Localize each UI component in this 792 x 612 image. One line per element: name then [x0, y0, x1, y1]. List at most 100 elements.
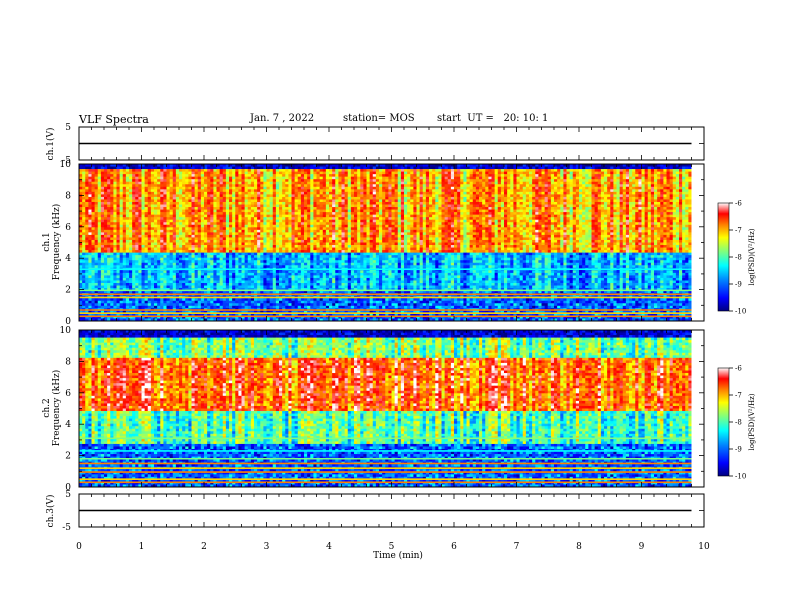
spectrogram-cell	[316, 224, 321, 228]
spectrogram-cell	[372, 212, 377, 216]
spectrogram-cell	[141, 222, 146, 226]
spectrogram-cell	[591, 186, 596, 190]
spectrogram-cell	[472, 217, 477, 221]
spectrogram-cell	[266, 186, 271, 190]
spectrogram-cell	[229, 164, 233, 167]
spectrogram-cell	[260, 189, 264, 193]
spectrogram-cell	[300, 176, 305, 180]
spectrogram-cell	[560, 181, 564, 185]
spectrogram-cell	[175, 189, 180, 193]
spectrogram-cell	[113, 212, 117, 216]
spectrogram-cell	[647, 186, 652, 190]
spectrogram-cell	[225, 209, 230, 213]
spectrogram-cell	[572, 196, 577, 200]
spectrogram-cell	[379, 212, 383, 216]
spectrogram-cell	[235, 176, 239, 180]
spectrogram-cell	[91, 186, 96, 190]
spectrogram-cell	[385, 166, 389, 170]
spectrogram-cell	[263, 191, 267, 195]
spectrogram-cell	[82, 199, 86, 203]
spectrogram-cell	[185, 214, 189, 218]
spectrogram-cell	[88, 214, 92, 218]
spectrogram-cell	[250, 176, 255, 180]
spectrogram-cell	[494, 169, 499, 172]
spectrogram-cell	[522, 184, 527, 188]
spectrogram-cell	[547, 224, 552, 228]
spectrogram-cell	[132, 164, 136, 167]
spectrogram-cell	[175, 164, 180, 167]
spectrogram-cell	[647, 209, 652, 213]
spectrogram-cell	[497, 184, 502, 188]
spectrogram-cell	[404, 164, 408, 167]
spectrogram-cell	[591, 196, 596, 200]
spectrogram-cell	[194, 222, 199, 226]
spectrogram-cell	[488, 214, 492, 218]
spectrogram-cell	[97, 181, 102, 185]
spectrogram-cell	[175, 171, 180, 175]
spectrogram-cell	[350, 169, 355, 172]
spectrogram-cell	[175, 212, 180, 216]
spectrogram-cell	[572, 181, 577, 185]
spectrogram-cell	[147, 201, 152, 205]
spectrogram-cell	[388, 199, 392, 203]
spectrogram-cell	[213, 166, 217, 170]
spectrogram-cell	[182, 214, 186, 218]
spectrogram-cell	[116, 166, 121, 170]
spectrogram-cell	[582, 174, 586, 178]
spectrogram-cell	[250, 166, 255, 170]
spectrogram-cell	[360, 217, 364, 221]
spectrogram-cell	[675, 194, 680, 198]
spectrogram-cell	[610, 189, 614, 193]
spectrogram-cell	[675, 209, 680, 213]
spectrogram-cell	[566, 189, 571, 193]
spectrogram-cell	[97, 201, 102, 205]
spectrogram-cell	[294, 196, 299, 200]
spectrogram-cell	[282, 169, 286, 172]
spectrogram-cell	[360, 212, 364, 216]
spectrogram-cell	[641, 191, 646, 195]
spectrogram-cell	[522, 196, 527, 200]
spectrogram-cell	[329, 212, 333, 216]
spectrogram-cell	[82, 207, 86, 210]
spectrogram-cell	[616, 179, 621, 183]
spectrogram-cell	[657, 191, 661, 195]
spectrogram-cell	[263, 201, 267, 205]
spectrogram-cell	[119, 209, 124, 213]
spectrogram-cell	[469, 194, 474, 198]
spectrogram-cell	[447, 212, 452, 216]
spectrogram-cell	[404, 191, 408, 195]
spectrogram-cell	[463, 212, 467, 216]
spectrogram-cell	[622, 171, 627, 175]
spectrogram-cell	[454, 214, 458, 218]
spectrogram-cell	[122, 194, 127, 198]
spectrogram-cell	[479, 174, 483, 178]
spectrogram-cell	[572, 201, 577, 205]
spectrogram-cell	[616, 194, 621, 198]
spectrogram-cell	[232, 222, 236, 226]
spectrogram-cell	[522, 164, 527, 167]
spectrogram-cell	[160, 186, 164, 190]
spectrogram-cell	[497, 174, 502, 178]
spectrogram-cell	[304, 214, 308, 218]
spectrogram-cell	[663, 189, 667, 193]
spectrogram-cell	[285, 201, 289, 205]
spectrogram-cell	[597, 217, 602, 221]
spectrogram-cell	[241, 204, 246, 208]
spectrogram-cell	[366, 164, 371, 167]
spectrogram-cell	[463, 181, 467, 185]
spectrogram-cell	[641, 171, 646, 175]
spectrogram-cell	[444, 179, 449, 183]
spectrogram-cell	[119, 214, 124, 218]
spectrogram-cell	[163, 196, 167, 200]
spectrogram-cell	[504, 184, 508, 188]
spectrogram-cell	[619, 207, 624, 210]
spectrogram-cell	[132, 201, 136, 205]
spectrogram-cell	[613, 194, 617, 198]
spectrogram-cell	[529, 224, 533, 228]
spectrogram-cell	[575, 169, 580, 172]
spectrogram-cell	[291, 199, 296, 203]
spectrogram-cell	[391, 194, 396, 198]
spectrogram-cell	[113, 224, 117, 228]
spectrogram-cell	[175, 199, 180, 203]
spectrogram-cell	[519, 171, 524, 175]
